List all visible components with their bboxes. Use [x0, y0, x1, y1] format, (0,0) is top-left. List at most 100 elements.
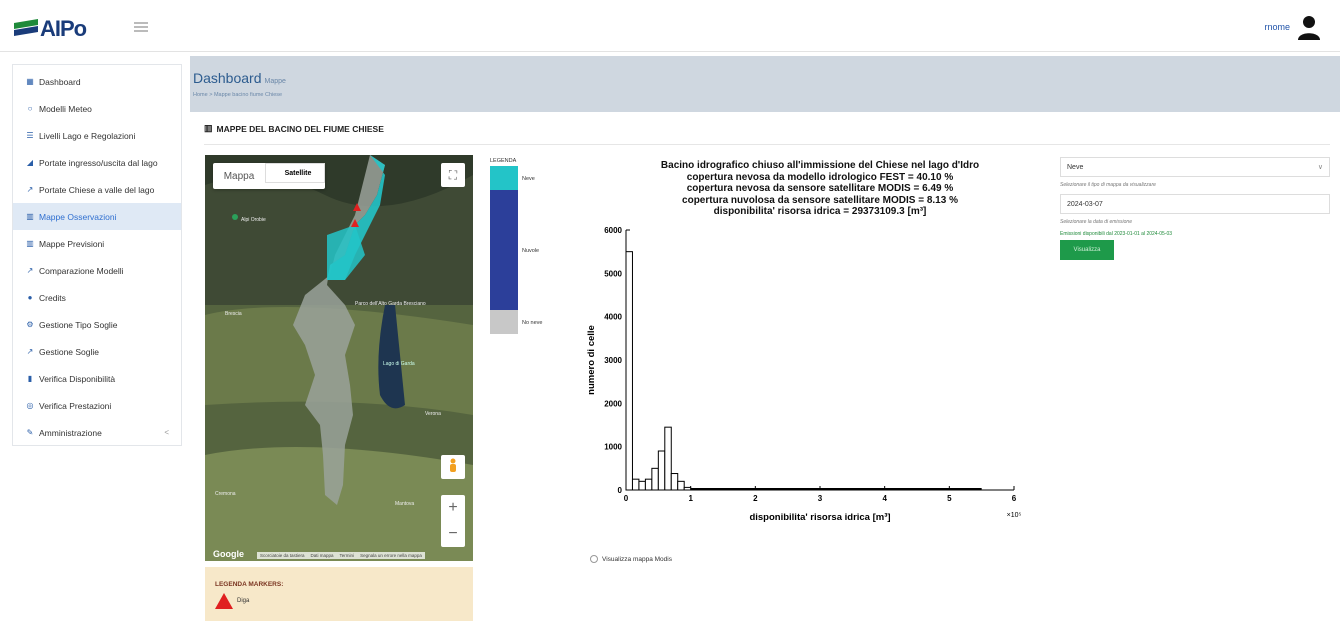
- gears-icon: ⚙: [26, 320, 34, 329]
- fullscreen-icon[interactable]: ⛶: [441, 163, 465, 187]
- section-title: ▥ MAPPE DEL BACINO DEL FIUME CHIESE: [204, 123, 384, 134]
- sidebar-item-portate-ingresso[interactable]: ◢ Portate ingresso/uscita dal lago: [13, 149, 181, 176]
- x-tick-label: 1: [688, 494, 693, 503]
- sidebar-item-verifica-disponibilita[interactable]: ▮ Verifica Disponibilità: [13, 365, 181, 392]
- content-header: [190, 56, 1340, 112]
- y-tick-label: 4000: [604, 313, 622, 322]
- page-title: Dashboard Mappe: [193, 70, 286, 86]
- chart-title-line: copertura nuvolosa da sensore satellitar…: [682, 194, 958, 206]
- sidebar-item-label: Credits: [39, 292, 66, 303]
- pegman-icon[interactable]: [441, 455, 465, 479]
- x-axis-label: disponibilita' risorsa idrica [m³]: [749, 512, 890, 523]
- menu-toggle-icon[interactable]: [134, 22, 148, 32]
- attrib-terms[interactable]: Termini: [339, 553, 355, 558]
- zoom-out-button[interactable]: −: [448, 525, 458, 542]
- sidebar-item-gestione-soglie[interactable]: ↗ Gestione Soglie: [13, 338, 181, 365]
- date-input[interactable]: 2024-03-07: [1060, 194, 1330, 214]
- sidebar-item-label: Mappe Osservazioni: [39, 211, 117, 222]
- sidebar-item-livelli-lago[interactable]: ☰ Livelli Lago e Regolazioni: [13, 122, 181, 149]
- line-chart-icon: ↗: [26, 266, 34, 275]
- marker-legend-label: Diga: [237, 598, 250, 604]
- histogram-bar: [670, 473, 679, 491]
- x-tick-label: 5: [947, 494, 952, 503]
- zoom-in-button[interactable]: +: [448, 499, 458, 516]
- map-label-verona: Verona: [425, 411, 441, 417]
- map-type-select[interactable]: Neve ∨: [1060, 157, 1330, 177]
- edit-icon: ✎: [26, 428, 34, 437]
- list-icon: ☰: [26, 131, 34, 140]
- legend-title: LEGENDA: [490, 158, 517, 164]
- chart-title-line: Bacino idrografico chiuso all'immissione…: [660, 160, 980, 171]
- histogram-bar: [677, 480, 685, 491]
- modis-checkbox[interactable]: [590, 555, 598, 563]
- modis-toggle[interactable]: Visualizza mappa Modis: [590, 555, 672, 563]
- user-menu[interactable]: rnome: [1264, 14, 1322, 40]
- attrib-report[interactable]: Segnala un errore nella mappa: [360, 553, 422, 558]
- page-title-text: Dashboard: [193, 70, 262, 86]
- attrib-shortcuts[interactable]: Scorciatoie da tastiera: [260, 553, 305, 558]
- map-attribution: Scorciatoie da tastiera Dati mappa Termi…: [257, 552, 425, 559]
- chevron-left-icon: <: [164, 428, 169, 437]
- sidebar-item-mappe-previsioni[interactable]: ▥ Mappe Previsioni: [13, 230, 181, 257]
- zoom-controls: + −: [441, 495, 465, 547]
- date-hint: Selezionare la data di emissione: [1060, 219, 1132, 225]
- sidebar: ▦ Dashboard ○ Modelli Meteo ☰ Livelli Lago …: [12, 64, 182, 446]
- sidebar-item-modelli-meteo[interactable]: ○ Modelli Meteo: [13, 95, 181, 122]
- dashboard-icon: ▦: [26, 77, 34, 86]
- line-chart-icon: ↗: [26, 347, 34, 356]
- aipo-logo[interactable]: AIPo: [14, 14, 94, 44]
- sidebar-item-amministrazione[interactable]: ✎ Amministrazione <: [13, 419, 181, 446]
- sidebar-item-gestione-tipo-soglie[interactable]: ⚙ Gestione Tipo Soglie: [13, 311, 181, 338]
- logo-text: AIPo: [40, 16, 87, 41]
- satellite-map[interactable]: Brescia Cremona Mantova Verona Alpi Orob…: [205, 155, 473, 561]
- map-label-cremona: Cremona: [215, 491, 236, 497]
- google-logo: Google: [213, 549, 244, 559]
- map-icon: ▥: [26, 239, 34, 248]
- legend-label-cloud: Nuvole: [522, 248, 540, 254]
- tab-mappa[interactable]: Mappa: [223, 170, 255, 182]
- user-avatar-icon[interactable]: [1296, 14, 1322, 40]
- sidebar-item-portate-chiese[interactable]: ↗ Portate Chiese a valle del lago: [13, 176, 181, 203]
- map-label-alpi: Alpi Orobie: [241, 217, 266, 223]
- user-name[interactable]: rnome: [1264, 22, 1290, 32]
- legend-swatch-snow: [490, 166, 518, 190]
- legend-swatch-cloud: [490, 190, 518, 310]
- sidebar-item-verifica-prestazioni[interactable]: ◎ Verifica Prestazioni: [13, 392, 181, 419]
- histogram-bar: [651, 467, 659, 491]
- availability-text: Emissioni disponibili dal 2023-01-01 al …: [1060, 231, 1173, 237]
- top-bar: AIPo rnome: [0, 0, 1340, 52]
- line-chart-icon: ↗: [26, 185, 34, 194]
- sidebar-item-dashboard[interactable]: ▦ Dashboard: [13, 68, 181, 95]
- sidebar-item-label: Mappe Previsioni: [39, 238, 105, 249]
- sidebar-item-label: Modelli Meteo: [39, 103, 92, 114]
- markers-legend-title: LEGENDA MARKERS:: [215, 581, 284, 588]
- circle-icon: ○: [27, 104, 33, 113]
- sidebar-item-label: Dashboard: [39, 76, 81, 87]
- chart-title-line: copertura nevosa da modello idrologico F…: [686, 171, 954, 183]
- breadcrumb[interactable]: Home > Mappe bacino fiume Chiese: [193, 92, 283, 98]
- sidebar-item-label: Gestione Soglie: [39, 346, 100, 357]
- sidebar-item-comparazione-modelli[interactable]: ↗ Comparazione Modelli: [13, 257, 181, 284]
- sidebar-item-label: Amministrazione: [39, 427, 102, 438]
- tab-satellite[interactable]: Satellite: [265, 163, 325, 183]
- logo-mark-icon: [14, 19, 38, 39]
- y-tick-label: 0: [618, 486, 623, 495]
- map-icon: ▥: [204, 123, 213, 133]
- visualizza-button[interactable]: Visualizza: [1060, 240, 1114, 260]
- sidebar-item-credits[interactable]: ● Credits: [13, 284, 181, 311]
- map-label-parco: Parco dell'Alto Garda Bresciano: [355, 301, 426, 307]
- map-type-tabs: Mappa Satellite: [213, 163, 325, 189]
- histogram-bar: [644, 478, 653, 491]
- markers-legend: LEGENDA MARKERS: Diga: [205, 567, 473, 621]
- info-icon: ●: [27, 293, 33, 302]
- sidebar-item-label: Portate ingresso/uscita dal lago: [39, 157, 158, 168]
- sidebar-item-label: Comparazione Modelli: [39, 265, 124, 276]
- histogram-chart: 0 1000 2000 3000 4000 5000 6000 0 1 2 3 4 5 6 disponib…: [586, 226, 1021, 523]
- y-tick-label: 6000: [604, 226, 622, 235]
- marker-legend-item: Diga: [215, 593, 249, 609]
- sidebar-item-mappe-osservazioni[interactable]: ▥ Mappe Osservazioni: [13, 203, 181, 230]
- histogram-bar: [638, 480, 646, 491]
- bar-chart-icon: ▮: [27, 374, 33, 383]
- attrib-data[interactable]: Dati mappa: [310, 553, 334, 558]
- x-tick-label: 2: [753, 494, 758, 503]
